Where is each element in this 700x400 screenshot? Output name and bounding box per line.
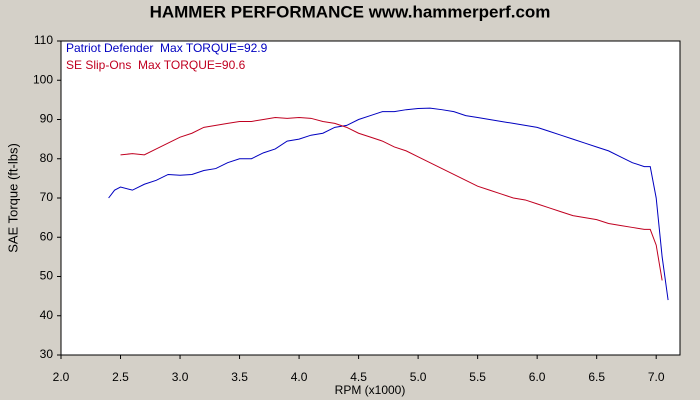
x-tick-label: 7.0 <box>648 370 665 384</box>
y-tick-label: 50 <box>40 269 54 283</box>
y-tick-label: 80 <box>40 151 54 165</box>
x-tick-label: 6.5 <box>588 370 605 384</box>
y-axis-label: SAE Torque (ft-lbs) <box>5 143 20 253</box>
y-tick-label: 90 <box>40 112 54 126</box>
y-tick-label: 40 <box>40 308 54 322</box>
x-axis-label: RPM (x1000) <box>335 383 406 397</box>
y-tick-label: 110 <box>34 33 53 47</box>
legend-entry: Patriot Defender Max TORQUE=92.9 <box>66 41 268 55</box>
x-tick-label: 3.5 <box>231 370 248 384</box>
legend-entry: SE Slip-Ons Max TORQUE=90.6 <box>66 58 246 72</box>
x-tick-label: 5.5 <box>469 370 486 384</box>
x-tick-label: 6.0 <box>529 370 546 384</box>
y-tick-label: 70 <box>40 190 54 204</box>
x-tick-label: 2.5 <box>112 370 129 384</box>
x-tick-label: 3.0 <box>172 370 189 384</box>
series-line <box>108 107 669 301</box>
y-tick-label: 30 <box>40 347 54 361</box>
y-tick-label: 100 <box>33 72 53 86</box>
y-tick-label: 60 <box>40 229 54 243</box>
series-line <box>120 117 663 281</box>
chart-title: HAMMER PERFORMANCE www.hammerperf.com <box>150 2 551 21</box>
x-tick-label: 2.0 <box>53 370 70 384</box>
x-tick-label: 5.0 <box>410 370 427 384</box>
x-tick-label: 4.5 <box>350 370 367 384</box>
x-tick-label: 4.0 <box>291 370 308 384</box>
plot-area <box>60 40 681 356</box>
